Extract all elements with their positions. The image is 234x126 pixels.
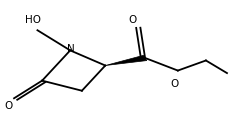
Text: HO: HO (25, 15, 41, 25)
Text: N: N (67, 43, 75, 54)
Text: O: O (4, 101, 12, 112)
Polygon shape (105, 55, 147, 66)
Text: O: O (128, 14, 136, 25)
Text: O: O (170, 79, 179, 89)
